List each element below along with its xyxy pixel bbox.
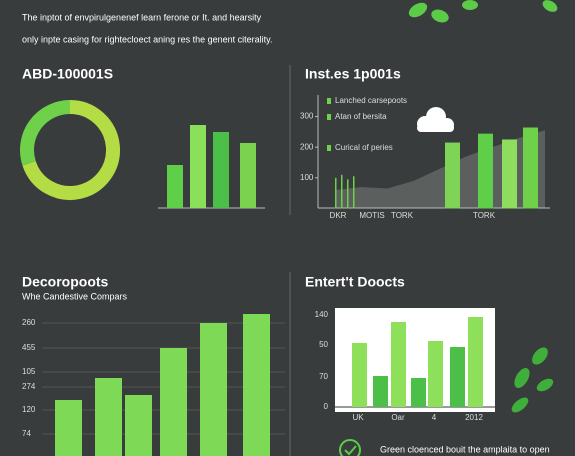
thin-bar	[347, 179, 349, 209]
donut-segment	[20, 100, 71, 166]
bar	[411, 378, 426, 407]
panel-title: Decoropoots	[22, 274, 109, 290]
cloud-icon	[417, 107, 454, 132]
legend-label: Lanched carsepoots	[335, 96, 407, 105]
legend-swatch	[327, 114, 331, 120]
bar	[373, 376, 388, 407]
bar	[95, 378, 122, 456]
panel-title: Inst.es 1p001s	[305, 66, 401, 82]
x-tick-label: MOTIS	[359, 211, 384, 220]
bar	[468, 317, 483, 407]
y-tick-label: 200	[300, 142, 314, 151]
bar	[213, 132, 229, 208]
y-tick-label: 260	[22, 318, 36, 327]
x-tick-label: TORK	[473, 211, 496, 220]
bar	[200, 323, 227, 456]
y-tick-label: 74	[22, 429, 31, 438]
bar	[167, 165, 183, 208]
thin-bar	[335, 177, 337, 209]
y-tick-label: 274	[22, 382, 36, 391]
footer-text: Green cloenced bouit the amplaita to ope…	[380, 444, 550, 454]
y-tick-label: 455	[22, 343, 36, 352]
check-icon	[344, 445, 357, 456]
bar	[240, 143, 256, 208]
legend-swatch	[327, 145, 331, 151]
intro-line: only inpte casing for rightecloect aning…	[22, 34, 272, 44]
y-tick-label: 140	[315, 310, 329, 319]
bar	[190, 125, 206, 208]
y-tick-label: 70	[319, 372, 328, 381]
legend-swatch	[327, 98, 331, 104]
bar	[450, 347, 465, 407]
y-tick-label: 120	[22, 405, 36, 414]
x-tick-label: 4	[432, 413, 437, 422]
bar	[391, 322, 406, 407]
donut-segment	[22, 100, 120, 200]
thin-bar	[353, 176, 355, 209]
panel-title: ABD-100001S	[22, 66, 113, 82]
bar	[125, 395, 152, 456]
bar	[523, 127, 538, 209]
legend-label: Curical of peries	[335, 143, 393, 152]
bar	[445, 142, 460, 209]
y-tick-label: 300	[300, 112, 314, 121]
y-tick-label: 100	[300, 173, 314, 182]
legend-label: Atan of bersita	[335, 112, 387, 121]
panel-title: Entert't Doocts	[305, 274, 405, 290]
bar	[160, 348, 187, 456]
y-tick-label: 0	[324, 402, 329, 411]
thin-bar	[341, 174, 343, 209]
bar	[243, 314, 270, 456]
bar	[352, 343, 367, 407]
panel-subtitle: Whe Candestive Compars	[22, 291, 128, 301]
x-tick-label: Oar	[391, 413, 405, 422]
check-icon	[339, 439, 361, 456]
intro-line: The inptot of envpirulgenenef learn fero…	[22, 12, 262, 22]
bar	[478, 133, 493, 209]
bar	[55, 400, 82, 456]
y-tick-label: 50	[319, 340, 328, 349]
x-tick-label: DKR	[330, 211, 347, 220]
y-tick-label: 105	[22, 367, 36, 376]
leaves-top	[408, 0, 558, 23]
bar	[428, 341, 443, 407]
bar	[502, 139, 517, 209]
x-tick-label: 2012	[465, 413, 483, 422]
leaves-right	[511, 347, 554, 413]
x-tick-label: UK	[352, 413, 364, 422]
x-tick-label: TORK	[391, 211, 414, 220]
